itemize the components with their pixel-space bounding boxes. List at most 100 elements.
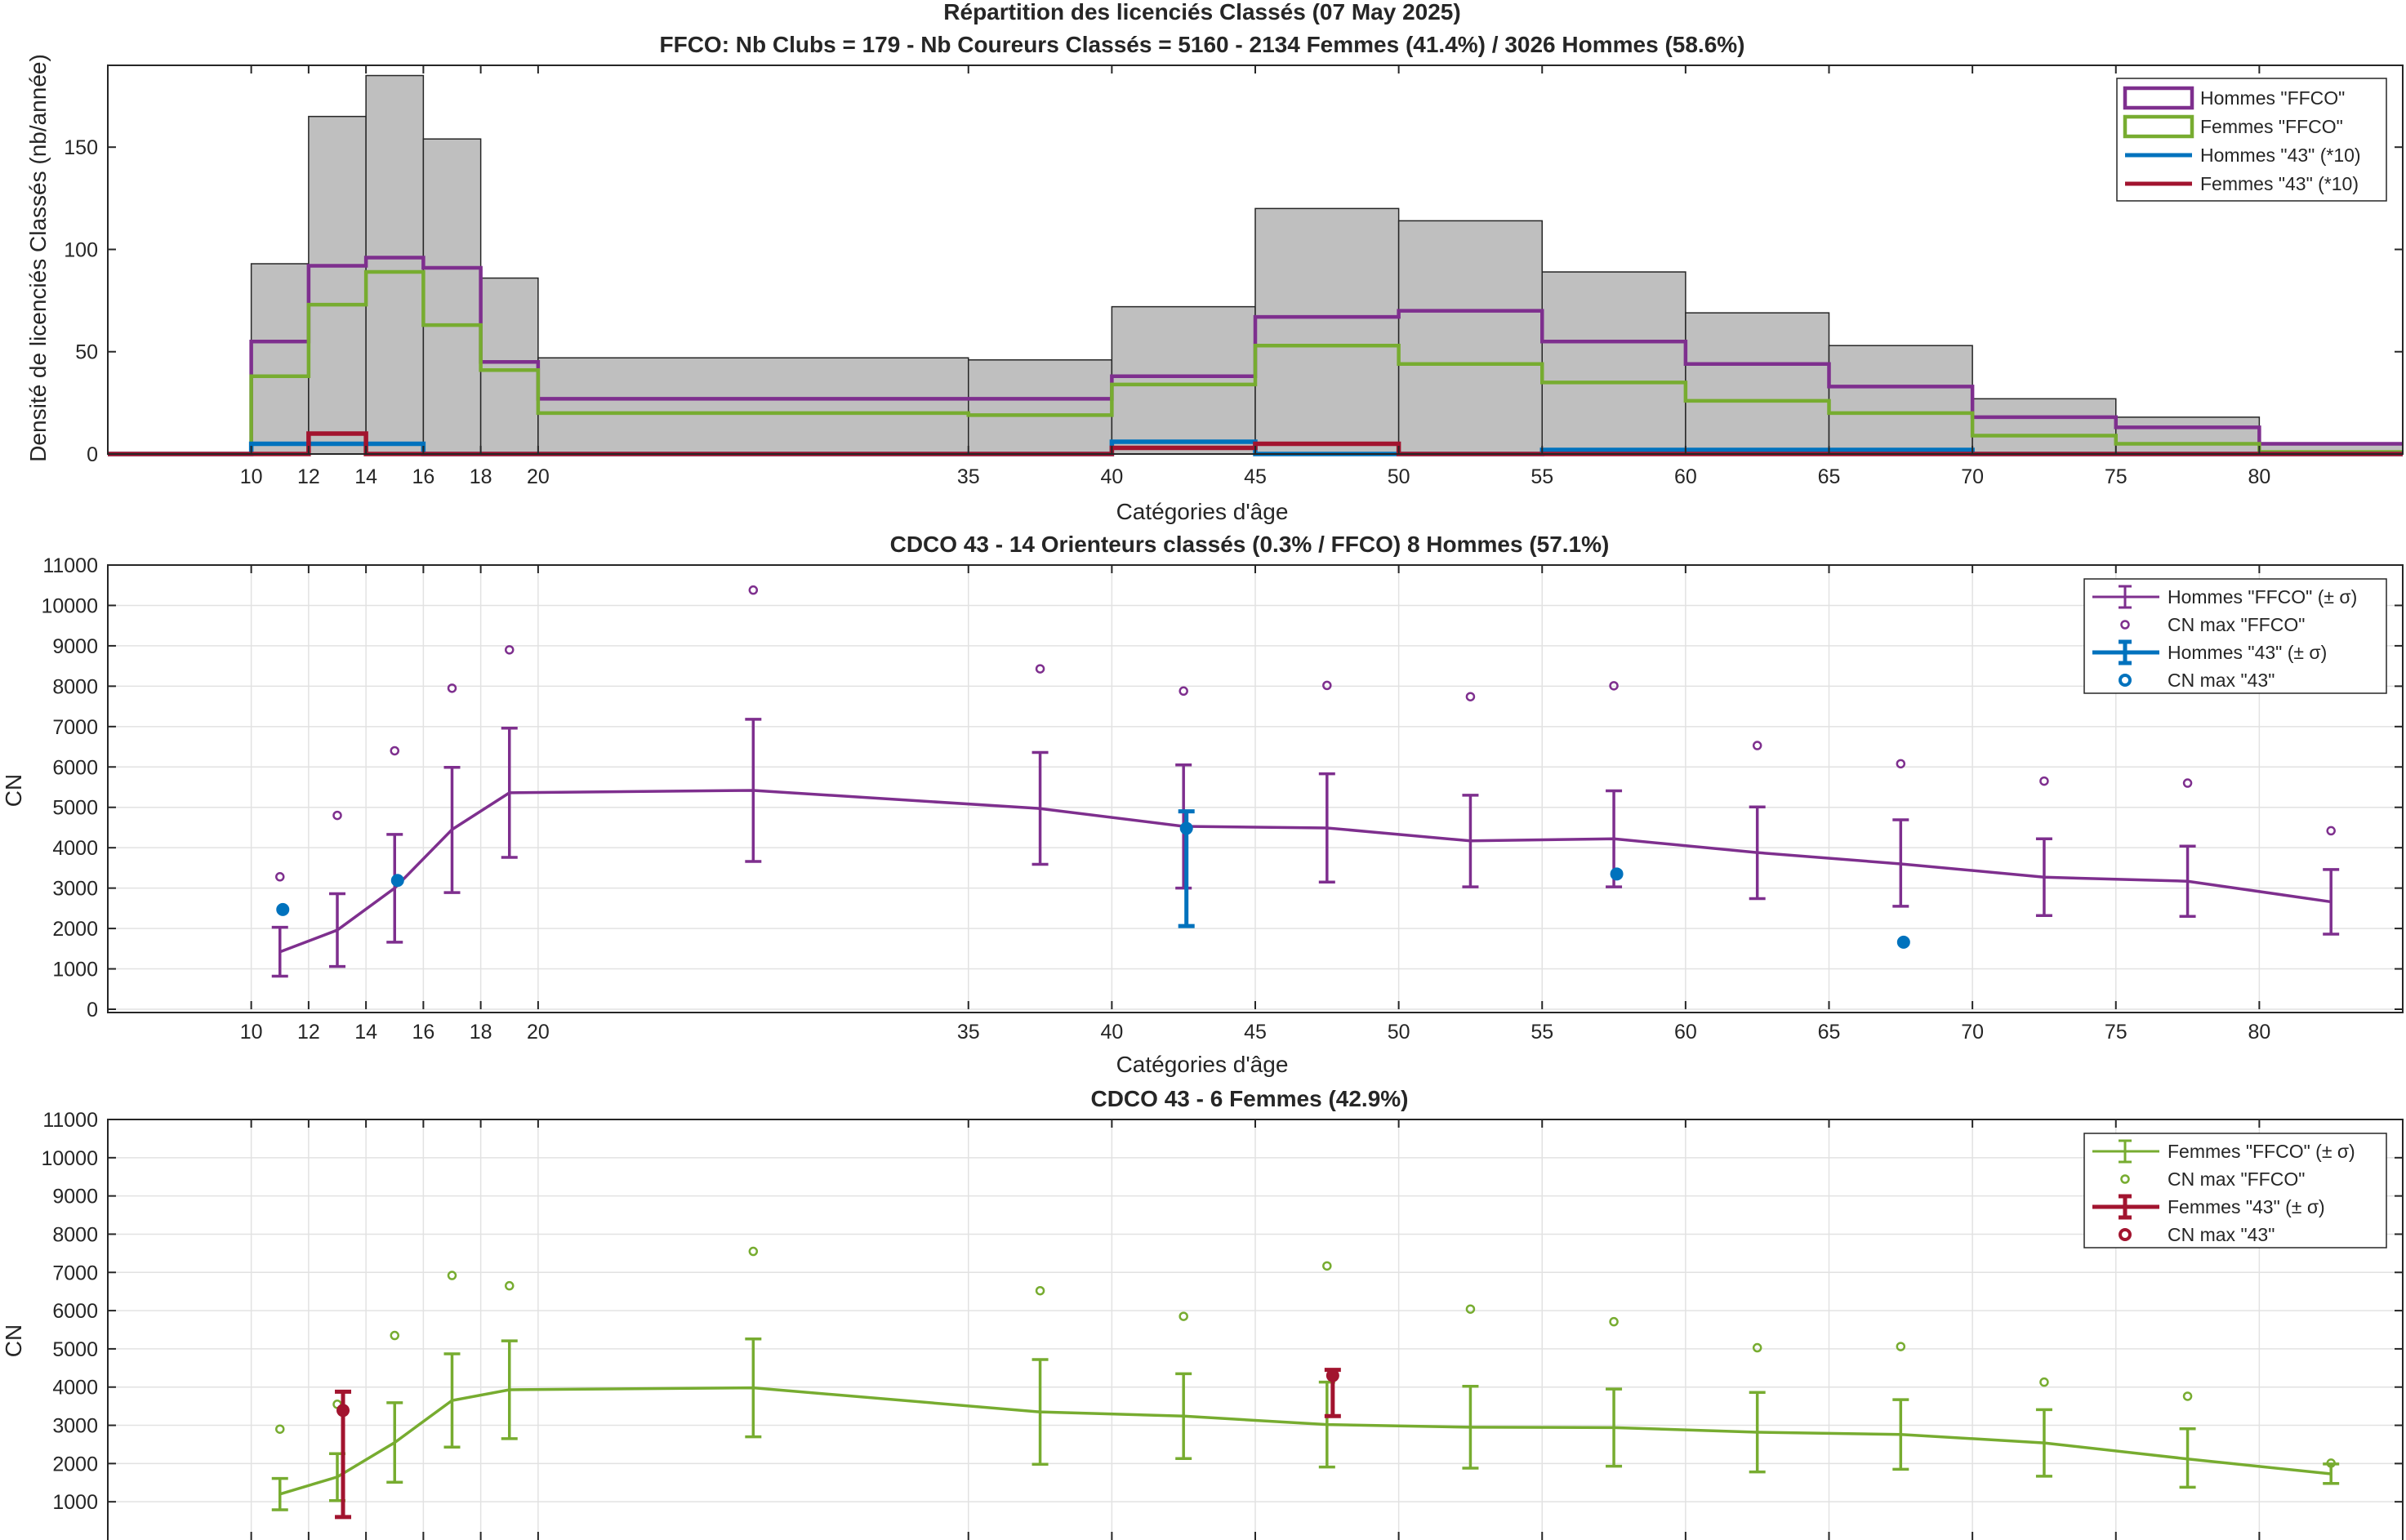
- y-tick-label: 6000: [52, 1300, 98, 1323]
- y-tick-label: 1000: [52, 1491, 98, 1514]
- x-tick-label: 60: [1674, 465, 1697, 488]
- legend-label: Femmes "43" (± σ): [2168, 1196, 2325, 1217]
- cn-max-43-marker: [1326, 1369, 1339, 1382]
- x-tick-label: 40: [1100, 1021, 1123, 1044]
- cn-max-marker: [1178, 1311, 1188, 1321]
- legend-box: [2116, 78, 2387, 202]
- y-tick-label: 7000: [52, 716, 98, 739]
- x-tick-label: 10: [240, 465, 263, 488]
- y-tick-label: 11000: [42, 1109, 98, 1132]
- y-tick-label: 1000: [52, 959, 98, 981]
- x-tick-label: 80: [2248, 465, 2270, 488]
- cn-max-marker: [2039, 1377, 2049, 1387]
- cn-max-marker: [748, 585, 759, 595]
- cn-max-43-marker: [1610, 867, 1624, 881]
- x-tick-label: 16: [412, 1021, 434, 1044]
- y-tick-label: 9000: [52, 635, 98, 658]
- cn-max-43-marker: [390, 874, 404, 888]
- density-bar: [479, 277, 539, 455]
- cn-max-43-marker: [336, 1404, 350, 1418]
- y-tick-label: 10000: [41, 1147, 98, 1170]
- cn-max-marker: [1752, 741, 1762, 750]
- x-tick-label: 20: [527, 1021, 550, 1044]
- cn-max-43-marker: [1179, 821, 1193, 835]
- cn-max-marker: [275, 1424, 285, 1434]
- legend-swatch: [2123, 86, 2194, 110]
- x-tick-label: 60: [1674, 1021, 1697, 1044]
- y-tick-label: 8000: [52, 1223, 98, 1246]
- cn-max-marker: [1322, 1261, 1332, 1271]
- y-tick-label: 6000: [52, 756, 98, 779]
- plot-marks: [271, 585, 2340, 978]
- x-tick-label: 40: [1100, 465, 1123, 488]
- plot-marks: [271, 1246, 2340, 1520]
- density-bar: [537, 357, 969, 455]
- panel-1-ylabel: Densité de licenciés Classés (nb/année): [25, 54, 51, 462]
- x-tick-label: 70: [1961, 465, 1984, 488]
- cn-max-marker: [2182, 1391, 2193, 1401]
- legend-swatch: [2119, 674, 2132, 687]
- cn-max-marker: [1465, 692, 1476, 701]
- legend-label: Hommes "43" (± σ): [2168, 642, 2327, 663]
- x-tick-label: 45: [1244, 465, 1267, 488]
- x-tick-label: 55: [1530, 1021, 1553, 1044]
- y-tick-label: 10000: [41, 594, 98, 617]
- legend-label: CN max "43": [2168, 1224, 2275, 1245]
- x-tick-label: 35: [957, 465, 980, 488]
- panel-2-ylabel: CN: [1, 774, 26, 807]
- cn-max-marker: [1035, 664, 1045, 674]
- density-bar: [308, 115, 367, 455]
- legend-label: CN max "FFCO": [2168, 1168, 2305, 1190]
- cn-max-marker: [1609, 1316, 1619, 1327]
- density-bar: [250, 263, 310, 455]
- x-tick-label: 20: [527, 465, 550, 488]
- cn-max-marker: [390, 746, 399, 756]
- density-bar: [1685, 312, 1830, 455]
- panel-3: CDCO 43 - 6 Femmes (42.9%) 1000 2000 3000 4…: [1, 1086, 2404, 1540]
- cn-max-marker: [2039, 776, 2049, 786]
- x-tick-label: 50: [1388, 1021, 1410, 1044]
- cn-max-43-marker: [1896, 935, 1910, 949]
- panel-3-title: CDCO 43 - 6 Femmes (42.9%): [1090, 1086, 1408, 1111]
- panel-2: CDCO 43 - 14 Orienteurs classés (0.3% / …: [1, 532, 2404, 1077]
- cn-max-marker: [1465, 1304, 1476, 1314]
- panel-1: Répartition des licenciés Classés (07 Ma…: [25, 0, 2404, 524]
- cn-max-marker: [1035, 1285, 1045, 1296]
- density-bar: [1111, 305, 1256, 455]
- legend-label: Hommes "FFCO": [2200, 87, 2345, 109]
- density-bar: [1397, 220, 1543, 455]
- legend: Hommes "FFCO" (± σ) CN max "FFCO" Hommes "…: [2083, 578, 2387, 694]
- panel-2-plot-area: 10 12 14 16 18 20 35 40 45 50 55 60 65 70 75 80 0 1000 200…: [41, 554, 2404, 1044]
- density-bar: [365, 74, 425, 455]
- x-tick-label: 14: [354, 465, 377, 488]
- cn-max-marker: [2182, 778, 2193, 788]
- x-tick-label: 12: [297, 1021, 320, 1044]
- cn-max-marker: [748, 1246, 759, 1257]
- y-tick-label: 50: [75, 341, 98, 364]
- cn-max-marker: [447, 683, 457, 693]
- legend-label: Hommes "FFCO" (± σ): [2168, 586, 2357, 608]
- y-tick-label: 3000: [52, 1415, 98, 1438]
- axes-box: [107, 1119, 2404, 1540]
- cn-max-marker: [1178, 686, 1188, 697]
- x-tick-label: 18: [470, 465, 492, 488]
- x-tick-label: 45: [1244, 1021, 1267, 1044]
- legend-label: CN max "43": [2168, 670, 2275, 691]
- cn-max-marker: [505, 1280, 515, 1291]
- cn-max-marker: [390, 1330, 399, 1341]
- cn-max-marker: [505, 645, 515, 655]
- y-tick-label: 2000: [52, 1453, 98, 1475]
- legend-swatch: [2123, 114, 2194, 139]
- x-tick-label: 16: [412, 465, 434, 488]
- density-bar: [968, 359, 1113, 455]
- legend-label: Femmes "43" (*10): [2200, 173, 2359, 194]
- cn-max-marker: [275, 872, 285, 882]
- density-bar: [2115, 416, 2261, 455]
- y-tick-label: 9000: [52, 1186, 98, 1208]
- cn-max-marker: [332, 810, 342, 821]
- cn-max-43-marker: [276, 902, 290, 916]
- x-tick-label: 80: [2248, 1021, 2270, 1044]
- axes-box: [107, 564, 2404, 1013]
- cn-max-marker: [1609, 681, 1619, 691]
